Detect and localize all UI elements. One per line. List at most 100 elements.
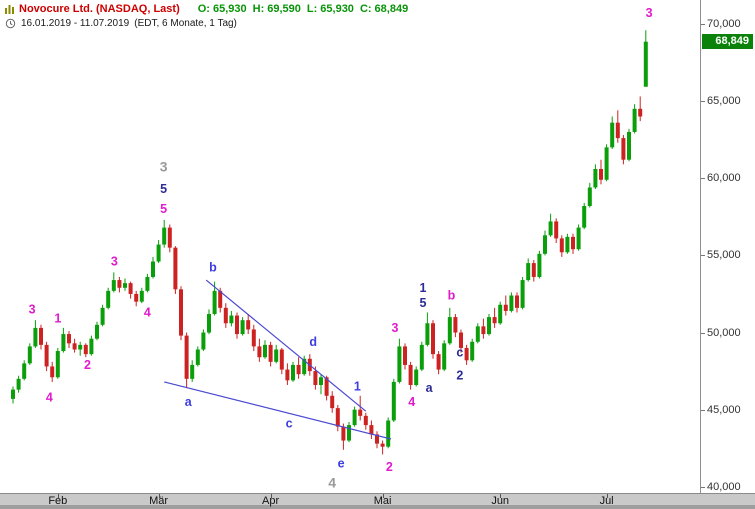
wave-label-5[interactable]: 5 (160, 182, 167, 196)
candle (61, 327, 66, 353)
candle (627, 128, 631, 162)
candle (408, 361, 413, 390)
candle (554, 218, 559, 244)
candle (582, 202, 587, 230)
wave-label-3[interactable]: 3 (111, 255, 118, 269)
candle (106, 287, 111, 310)
wave-label-b[interactable]: b (448, 288, 456, 302)
candle (268, 341, 273, 367)
wave-label-2[interactable]: 2 (84, 358, 91, 372)
candle (492, 307, 497, 328)
candle (397, 338, 402, 384)
candle (246, 314, 251, 335)
candle (347, 422, 351, 443)
candle (285, 363, 290, 385)
x-axis-tick (382, 494, 384, 498)
wave-label-b[interactable]: b (209, 261, 217, 275)
candle (139, 287, 144, 304)
candle (16, 375, 21, 393)
wave-label-2[interactable]: 2 (456, 369, 463, 383)
x-axis-tick (158, 494, 160, 498)
candle (559, 235, 564, 257)
wave-label-5[interactable]: 5 (160, 202, 167, 216)
wave-label-2[interactable]: 2 (386, 460, 393, 474)
y-axis-tick (701, 178, 705, 180)
candle (358, 395, 363, 421)
x-scrollbar[interactable] (0, 505, 755, 509)
wave-label-1[interactable]: 1 (354, 380, 361, 394)
candle (184, 332, 189, 389)
candle (341, 423, 346, 450)
candle (615, 110, 620, 143)
candle (207, 309, 211, 335)
candle (50, 361, 55, 382)
candle (324, 375, 329, 401)
close-value: 68,849 (374, 3, 409, 15)
wave-label-3[interactable]: 3 (646, 6, 653, 20)
wave-label-e[interactable]: e (338, 457, 345, 471)
trendline[interactable] (164, 381, 392, 440)
candle (229, 310, 234, 327)
candle (179, 286, 183, 341)
y-axis-label: 40,000 (707, 480, 741, 493)
candle (319, 374, 323, 395)
y-axis-label: 50,000 (707, 326, 741, 339)
candle (363, 412, 368, 430)
wave-label-d[interactable]: d (309, 335, 317, 349)
wave-label-3[interactable]: 3 (160, 158, 168, 174)
candle (431, 320, 435, 359)
candle (453, 314, 458, 338)
candle (520, 276, 525, 310)
wave-label-4[interactable]: 4 (144, 305, 151, 319)
candle (55, 347, 60, 379)
wave-label-a[interactable]: a (426, 381, 434, 395)
wave-label-c[interactable]: c (286, 417, 293, 431)
wave-label-1[interactable]: 1 (419, 281, 426, 295)
wave-label-c[interactable]: c (456, 346, 463, 360)
wave-label-4[interactable]: 4 (46, 390, 53, 404)
candle (576, 224, 581, 251)
x-axis-label: Mär (149, 495, 169, 507)
candle (22, 360, 27, 381)
candle (375, 431, 379, 449)
candle (11, 386, 15, 404)
wave-label-3[interactable]: 3 (29, 302, 36, 316)
candle (414, 366, 419, 387)
candle (145, 273, 150, 293)
candle (195, 346, 200, 367)
wave-label-a[interactable]: a (185, 395, 193, 409)
x-axis-label: Mai (373, 495, 392, 507)
x-axis-tick (270, 494, 272, 498)
wave-label-3[interactable]: 3 (391, 321, 398, 335)
candle (487, 314, 491, 336)
candle (162, 219, 167, 248)
candle (89, 335, 94, 356)
y-axis[interactable]: 68,849 70,000 65,000 60,000 55,000 50,000 45,… (700, 0, 755, 493)
candle (610, 116, 615, 149)
candle (72, 338, 77, 353)
low-value: 65,930 (320, 3, 354, 15)
wave-label-4[interactable]: 4 (328, 475, 336, 491)
trendline[interactable] (205, 279, 367, 412)
low-label: L: (306, 3, 318, 15)
candle (481, 318, 486, 339)
y-axis-label: 45,000 (707, 403, 741, 416)
candlestick-chart-icon (5, 4, 15, 15)
candle (123, 278, 127, 291)
wave-label-5[interactable]: 5 (419, 296, 426, 310)
candle (44, 341, 49, 372)
wave-label-1[interactable]: 1 (54, 312, 61, 326)
candle (391, 378, 396, 423)
ohlc-summary: O: 65,930 H: 69,590 L: 65,930 C: 68,849 (192, 3, 408, 15)
x-axis-tick (606, 494, 608, 498)
wave-label-4[interactable]: 4 (408, 395, 415, 409)
candle (593, 164, 598, 190)
x-axis-tick (500, 494, 502, 498)
candle (604, 144, 609, 182)
candle (134, 290, 139, 307)
y-axis-label: 70,000 (707, 17, 741, 30)
candle (274, 344, 279, 364)
x-axis[interactable]: Feb Mär Apr Mai Jun Jul (0, 493, 755, 509)
candle (111, 272, 116, 293)
